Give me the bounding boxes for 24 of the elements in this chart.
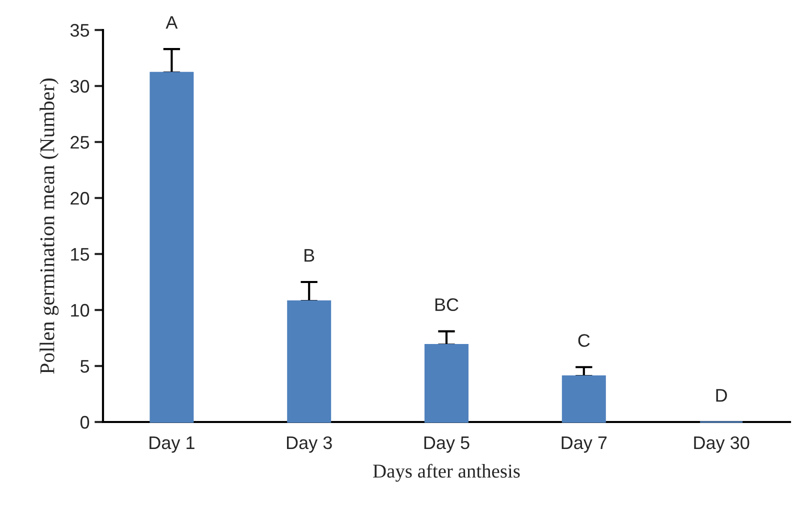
- x-axis-title: Days after anthesis: [373, 464, 520, 482]
- y-tick-label: 15: [71, 248, 90, 261]
- x-tick-label: Day 3: [287, 436, 332, 453]
- bar: [424, 344, 468, 423]
- annotation: BC: [435, 298, 458, 312]
- y-tick-label: 35: [70, 24, 90, 37]
- annotation: A: [166, 16, 178, 29]
- x-tick-label: Day 7: [562, 436, 607, 453]
- x-tick-label: Day 30: [694, 436, 750, 453]
- bar: [562, 375, 606, 423]
- y-tick-label: 5: [80, 360, 90, 373]
- y-tick-label: 0: [80, 416, 90, 429]
- bar: [287, 300, 332, 423]
- annotation: B: [304, 249, 314, 262]
- y-axis-title: Pollen germination mean (Number): [40, 78, 59, 374]
- x-tick-label: Day 1: [150, 436, 194, 453]
- y-tick-label: 10: [71, 304, 90, 317]
- y-tick-label: 20: [70, 192, 90, 205]
- annotation: C: [578, 334, 590, 347]
- annotation: D: [716, 389, 727, 402]
- y-tick-label: 30: [70, 80, 90, 93]
- y-tick-label: 25: [70, 136, 90, 149]
- x-tick-label: Day 5: [424, 436, 470, 453]
- bar: [150, 72, 194, 423]
